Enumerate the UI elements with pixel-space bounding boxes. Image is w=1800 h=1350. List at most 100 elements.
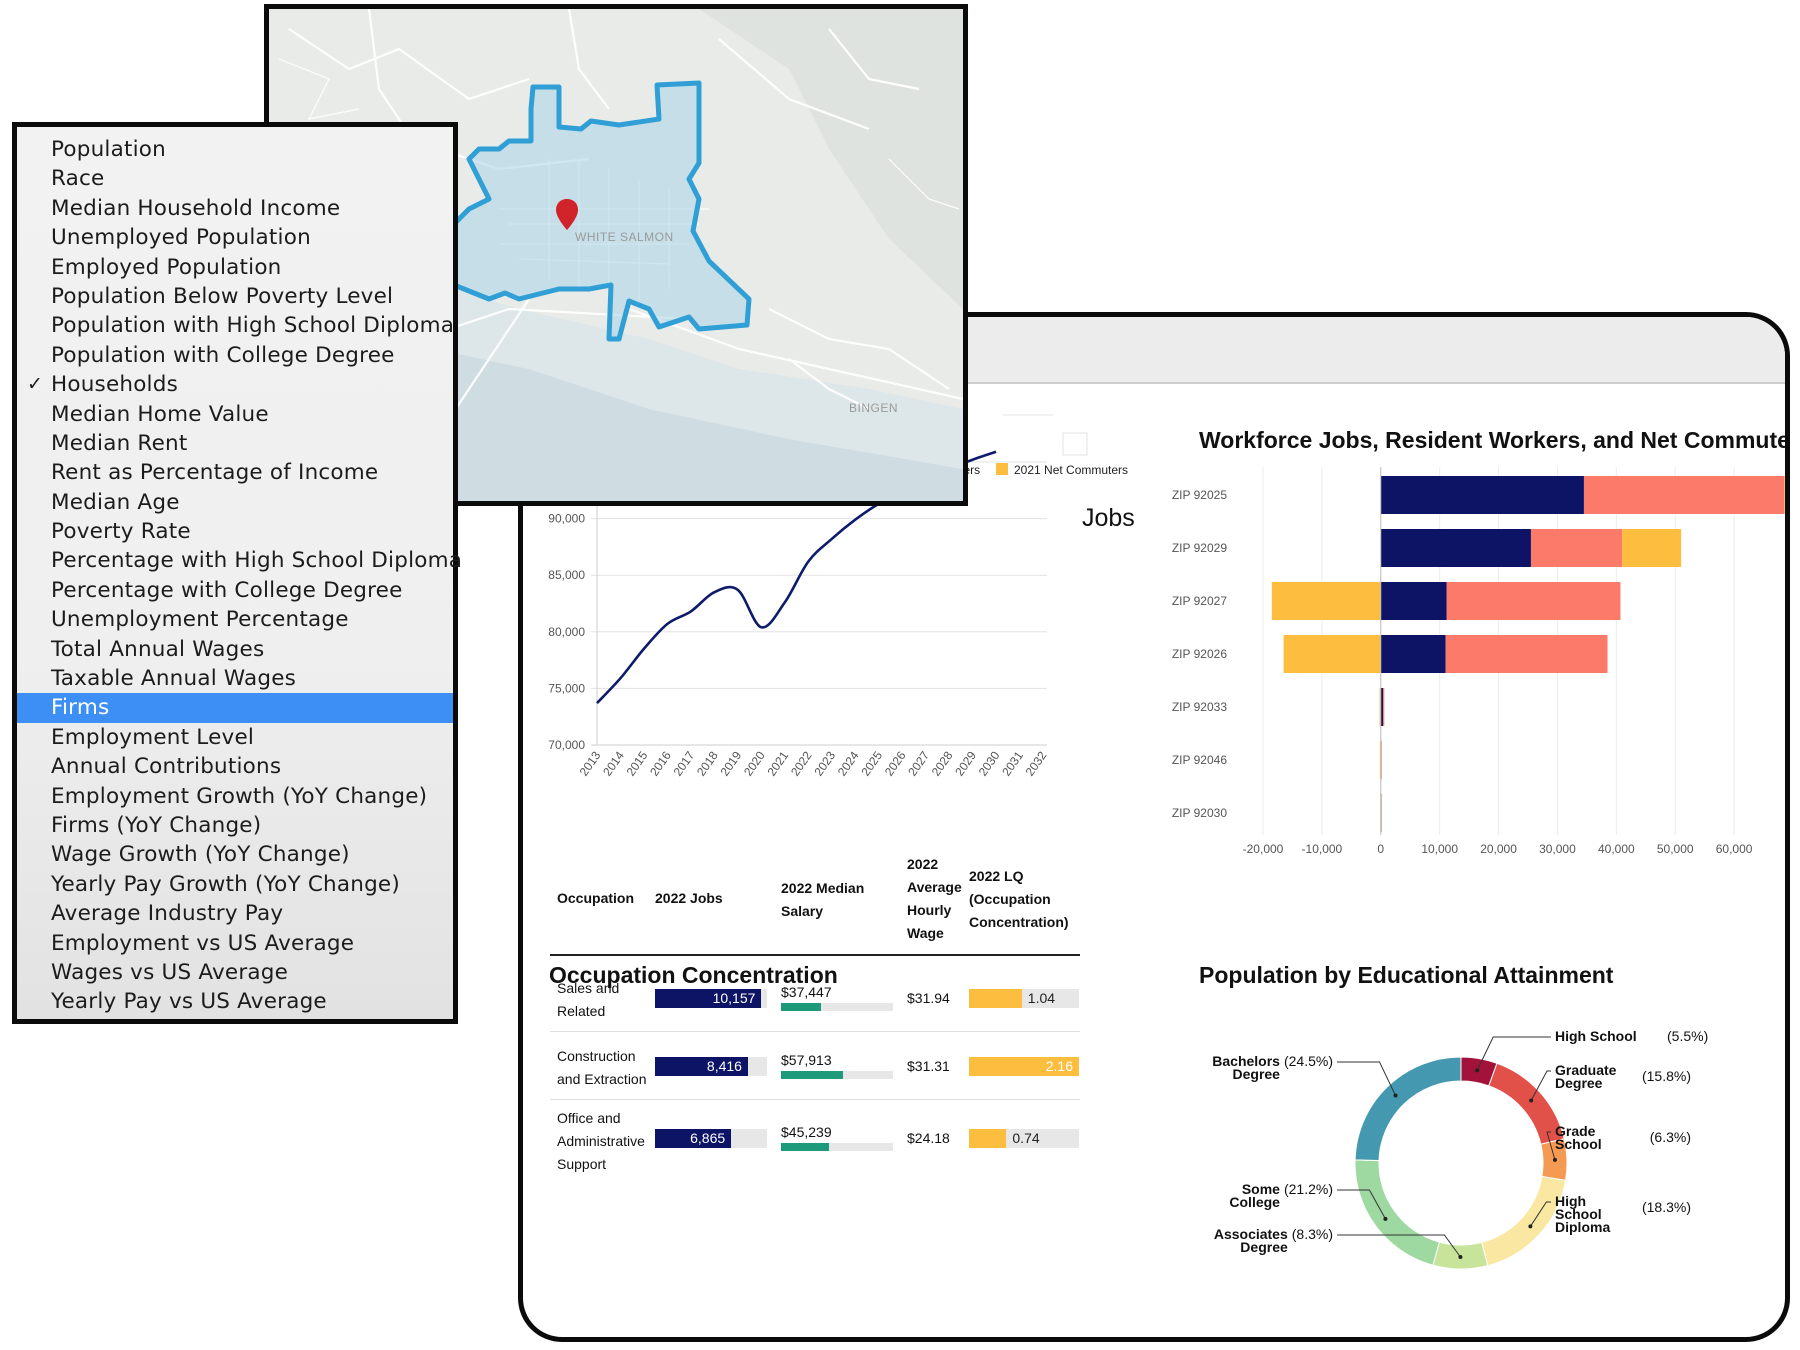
lq-bar-value: 1.04: [1027, 990, 1056, 1006]
menu-item-firms[interactable]: Firms: [17, 693, 453, 723]
jobs-bar-fill: [655, 1057, 748, 1076]
menu-item-unemployed-population[interactable]: Unemployed Population: [17, 223, 453, 252]
donut-slice-high-school-diploma[interactable]: [1481, 1175, 1567, 1267]
menu-item-yearly-pay-vs-us-average[interactable]: Yearly Pay vs US Average: [17, 987, 453, 1016]
menu-item-employment-growth-yoy-change[interactable]: Employment Growth (YoY Change): [17, 782, 453, 811]
menu-item-total-annual-wages[interactable]: Total Annual Wages: [17, 635, 453, 664]
bar-resident-workers[interactable]: [1446, 582, 1621, 620]
menu-item-race[interactable]: Race: [17, 164, 453, 193]
menu-item-yearly-pay-growth-yoy-change[interactable]: Yearly Pay Growth (YoY Change): [17, 870, 453, 899]
donut-label-pct: (15.8%): [1641, 1068, 1691, 1084]
menu-item-percentage-with-college-degree[interactable]: Percentage with College Degree: [17, 576, 453, 605]
donut-label-pct: (6.3%): [1649, 1129, 1691, 1145]
header-jobs: 2022 Jobs: [655, 890, 723, 906]
salary-bar[interactable]: [781, 1003, 893, 1011]
lq-bar-fill: [969, 1129, 1007, 1148]
donut-slice-bachelors-degree[interactable]: [1354, 1056, 1462, 1162]
map-pin-icon[interactable]: [555, 199, 579, 231]
menu-item-label: Unemployed Population: [51, 225, 311, 251]
y-category-label: ZIP 92026: [1172, 647, 1227, 661]
salary-bar[interactable]: [781, 1143, 893, 1151]
bar-resident-workers[interactable]: [1583, 476, 1785, 514]
menu-item-median-rent[interactable]: Median Rent: [17, 429, 453, 458]
bar-jobs[interactable]: [1380, 529, 1531, 567]
bar-net-commuters[interactable]: [1379, 688, 1381, 726]
menu-item-population[interactable]: Population: [17, 135, 453, 164]
menu-item-unemployment-percentage[interactable]: Unemployment Percentage: [17, 605, 453, 634]
menu-item-label: Median Rent: [51, 430, 188, 456]
bar-resident-workers[interactable]: [1383, 688, 1385, 726]
header-lq-1: 2022 LQ: [969, 868, 1024, 884]
donut-label-pct: (8.3%): [1291, 1226, 1333, 1242]
bar-net-commuters[interactable]: [1283, 635, 1381, 673]
menu-item-annual-contributions[interactable]: Annual Contributions: [17, 752, 453, 781]
donut-leader-dot: [1458, 1254, 1463, 1259]
jobs-bar[interactable]: 10,157: [655, 989, 767, 1008]
y-tick-label: 75,000: [548, 681, 585, 695]
bar-resident-workers[interactable]: [1530, 529, 1623, 567]
donut-label-name: Associates Degree: [1213, 1226, 1288, 1255]
menu-item-employment-level[interactable]: Employment Level: [17, 723, 453, 752]
metric-dropdown-menu[interactable]: Population Race Median Household Income Une…: [12, 122, 462, 1024]
menu-item-label: Wages vs US Average: [51, 959, 289, 985]
bar-net-commuters[interactable]: [1271, 582, 1381, 620]
menu-item-percentage-with-high-school-diploma[interactable]: Percentage with High School Diploma: [17, 546, 462, 575]
menu-item-households[interactable]: ✓ Households: [17, 370, 453, 399]
menu-item-wage-growth-yoy-change[interactable]: Wage Growth (YoY Change): [17, 840, 453, 869]
x-tick-label: 10,000: [1421, 842, 1458, 856]
x-tick-label: 2017: [671, 748, 698, 778]
x-tick-label: 2016: [647, 748, 674, 778]
legend-label: 2021 Net Commuters: [1014, 463, 1129, 477]
menu-item-employment-vs-us-average[interactable]: Employment vs US Average: [17, 929, 453, 958]
bar-net-commuters[interactable]: [1784, 476, 1787, 514]
y-tick-label: 85,000: [548, 568, 585, 582]
menu-item-population-below-poverty-level[interactable]: Population Below Poverty Level: [17, 282, 453, 311]
donut-slice-graduate-degree[interactable]: [1488, 1062, 1565, 1145]
menu-item-population-with-college-degree[interactable]: Population with College Degree: [17, 341, 453, 370]
donut-slice-some-college[interactable]: [1354, 1159, 1440, 1266]
bar-resident-workers[interactable]: [1445, 635, 1608, 673]
salary-bar-fill: [781, 1071, 843, 1079]
menu-item-label: Firms (YoY Change): [51, 812, 262, 838]
salary-bar[interactable]: [781, 1071, 893, 1079]
education-title: Population by Educational Attainment: [1199, 962, 1614, 988]
jobs-bar-fill: [655, 1129, 732, 1148]
bar-jobs[interactable]: [1380, 688, 1384, 726]
x-tick-label: 2031: [999, 748, 1026, 778]
menu-item-taxable-annual-wages[interactable]: Taxable Annual Wages: [17, 664, 453, 693]
bar-net-commuters[interactable]: [1622, 529, 1682, 567]
menu-item-rent-as-percentage-of-income[interactable]: Rent as Percentage of Income: [17, 458, 453, 487]
menu-item-firms-yoy-change[interactable]: Firms (YoY Change): [17, 811, 453, 840]
menu-item-population-with-high-school-diploma[interactable]: Population with High School Diploma: [17, 311, 454, 340]
menu-item-label: Population: [51, 137, 166, 162]
lq-bar-value: 0.74: [1012, 1130, 1040, 1146]
lq-bar[interactable]: 0.74: [969, 1129, 1079, 1148]
header-hourly-1: 2022: [907, 856, 939, 872]
menu-item-median-household-income[interactable]: Median Household Income: [17, 194, 453, 223]
jobs-bar[interactable]: 6,865: [655, 1129, 767, 1148]
menu-item-label: Unemployment Percentage: [51, 607, 349, 633]
menu-item-average-industry-pay[interactable]: Average Industry Pay: [17, 899, 453, 928]
lq-bar[interactable]: 1.04: [969, 989, 1079, 1008]
map-place-label-2: BINGEN: [849, 401, 899, 415]
menu-item-wages-vs-us-average[interactable]: Wages vs US Average: [17, 958, 453, 987]
x-tick-label: 2032: [1023, 748, 1050, 778]
menu-item-label: Population with College Degree: [51, 342, 395, 368]
x-tick-label: 2014: [600, 748, 627, 778]
donut-label-name: Graduate Degree: [1555, 1062, 1617, 1091]
menu-item-poverty-rate[interactable]: Poverty Rate: [17, 517, 453, 546]
bar-jobs[interactable]: [1380, 476, 1584, 514]
legend-item-net-commuters: 2021 Net Commuters: [996, 463, 1128, 477]
jobs-bar[interactable]: 8,416: [655, 1057, 767, 1076]
bar-jobs[interactable]: [1380, 635, 1446, 673]
menu-item-label: Poverty Rate: [51, 519, 191, 545]
donut-label-bachelors-degree: Bachelors Degree(24.5%): [1204, 1054, 1333, 1081]
donut-label-associates-degree: Associates Degree(8.3%): [1212, 1226, 1333, 1255]
menu-item-median-home-value[interactable]: Median Home Value: [17, 400, 453, 429]
legend-frame-box: [1062, 432, 1088, 456]
menu-item-median-age[interactable]: Median Age: [17, 488, 453, 517]
menu-item-employed-population[interactable]: Employed Population: [17, 253, 453, 282]
donut-label-pct: (21.2%): [1283, 1181, 1333, 1197]
lq-bar[interactable]: 2.16: [969, 1057, 1079, 1076]
bar-jobs[interactable]: [1380, 582, 1447, 620]
